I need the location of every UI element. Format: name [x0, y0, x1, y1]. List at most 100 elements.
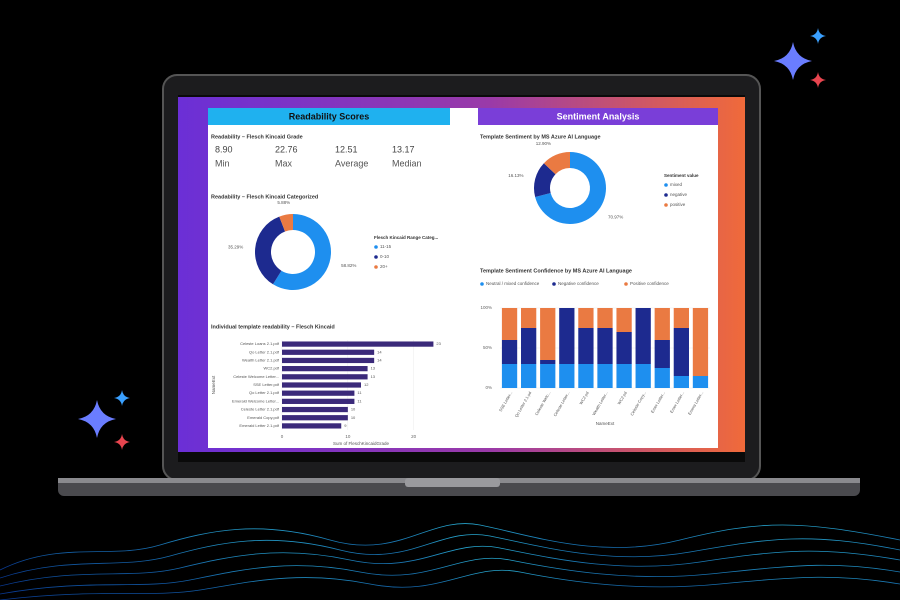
legend-swatch	[552, 282, 556, 286]
bar-value-label: 11	[357, 398, 362, 403]
legend-swatch	[480, 282, 484, 286]
x-tick-label: 10	[345, 434, 351, 439]
sparkles	[78, 28, 826, 450]
bar	[282, 406, 348, 413]
slice-label: 12.90%	[536, 141, 551, 146]
stacked-segment	[540, 360, 556, 364]
bar	[282, 374, 368, 380]
stacked-segment	[597, 364, 613, 388]
kpi-value: 12.51	[335, 144, 358, 154]
stacked-segment	[673, 328, 689, 376]
y-tick-label: 0%	[485, 385, 492, 390]
kpi-label: Median	[392, 158, 422, 168]
stacked-segment	[616, 364, 632, 388]
stacked-segment	[654, 308, 670, 340]
stacked-segment	[501, 308, 518, 340]
stacked-segment	[635, 308, 651, 364]
stacked-segment	[616, 308, 632, 332]
stacked-segment	[616, 332, 632, 364]
y-tick-label: Qo Letter 2.1.pdf	[249, 349, 280, 354]
y-tick-label: Emerald Welcome Letter...	[232, 398, 279, 403]
slice-label: 58.82%	[341, 263, 356, 268]
stacked-segment	[540, 364, 556, 388]
stacked-segment	[521, 364, 537, 388]
stacked-segment	[692, 308, 709, 376]
kpi-title: Readability – Flesch Kincaid Grade	[211, 134, 303, 140]
donut-slice	[272, 214, 331, 290]
bar-value-label: 9	[344, 423, 347, 428]
bar-value-label: 12	[364, 382, 369, 387]
legend-label: Negative confidence	[558, 281, 599, 286]
legend-label: mixed	[670, 182, 683, 187]
chart-title: Template Sentiment Confidence by MS Azur…	[480, 268, 632, 274]
stacked-segment	[673, 376, 689, 388]
y-axis-label: NameExt	[211, 375, 216, 394]
y-tick-label: Celeste Letter 2.1.pdf	[241, 407, 280, 412]
legend-label: 0-10	[380, 254, 390, 259]
chart-title: Individual template readability – Flesch…	[211, 324, 335, 330]
wave-decoration	[0, 523, 900, 600]
legend-swatch	[664, 203, 668, 207]
legend-swatch	[374, 255, 378, 259]
donut-slice	[279, 214, 293, 232]
stacked-segment	[501, 364, 518, 388]
y-tick-label: Emerald Copy.pdf	[247, 415, 280, 420]
bar	[282, 390, 355, 396]
stacked-segment	[521, 328, 537, 364]
bar-value-label: 10	[351, 407, 356, 412]
bar-value-label: 11	[357, 390, 362, 395]
stacked-segment	[654, 340, 670, 368]
donut-slice	[534, 163, 556, 198]
legend-swatch	[374, 265, 378, 269]
x-tick-label: WC2.pd	[616, 391, 628, 406]
stacked-segment	[559, 364, 575, 388]
bar	[282, 341, 434, 347]
stacked-segment	[654, 368, 670, 388]
legend-swatch	[664, 193, 668, 197]
y-tick-label: WC2.pdf	[263, 366, 279, 371]
stacked-segment	[501, 340, 518, 364]
legend-label: negative	[670, 192, 688, 197]
left-header: Readability Scores	[289, 111, 370, 121]
kpi-label: Min	[215, 158, 230, 168]
y-tick-label: Emerald Letter 2.1.pdf	[239, 423, 279, 428]
legend-swatch	[374, 245, 378, 249]
x-tick-label: 20	[411, 434, 417, 439]
bar-value-label: 14	[377, 358, 382, 363]
bar-value-label: 13	[371, 374, 376, 379]
stacked-segment	[521, 308, 537, 328]
slice-label: 5.88%	[277, 200, 290, 205]
right-header: Sentiment Analysis	[557, 111, 640, 121]
stacked-segment	[597, 328, 613, 364]
stacked-segment	[673, 308, 689, 328]
x-tick-label: WC2.pd	[578, 391, 590, 406]
stacked-segment	[578, 364, 594, 388]
bar	[282, 366, 368, 372]
bar	[282, 382, 361, 388]
donut-slice	[543, 152, 570, 175]
slice-label: 35.29%	[228, 245, 243, 250]
legend-label: 11-15	[380, 244, 392, 249]
y-tick-label: Celeste Welcome Letter...	[233, 374, 279, 379]
stacked-segment	[540, 308, 556, 360]
slice-label: 70.97%	[608, 215, 623, 220]
x-axis-label: NameExt	[596, 421, 615, 426]
bar-value-label: 14	[377, 349, 382, 354]
x-tick-label: 0	[281, 434, 284, 439]
legend-swatch	[664, 183, 668, 187]
stacked-segment	[635, 364, 651, 388]
legend-label: 20+	[380, 264, 388, 269]
kpi-label: Average	[335, 158, 368, 168]
x-axis-label: Sum of FleschKincaidGrade	[333, 441, 390, 446]
kpi-value: 13.17	[392, 144, 415, 154]
bar	[282, 349, 375, 355]
stacked-segment	[597, 308, 613, 328]
stacked-segment	[578, 328, 594, 364]
donut-slice	[535, 152, 607, 225]
stacked-segment	[692, 376, 709, 388]
bar	[282, 423, 342, 429]
legend-title: Flesch Kincaid Range Categ...	[374, 235, 438, 240]
stacked-segment	[578, 308, 594, 328]
kpi-value: 8.90	[215, 144, 233, 154]
